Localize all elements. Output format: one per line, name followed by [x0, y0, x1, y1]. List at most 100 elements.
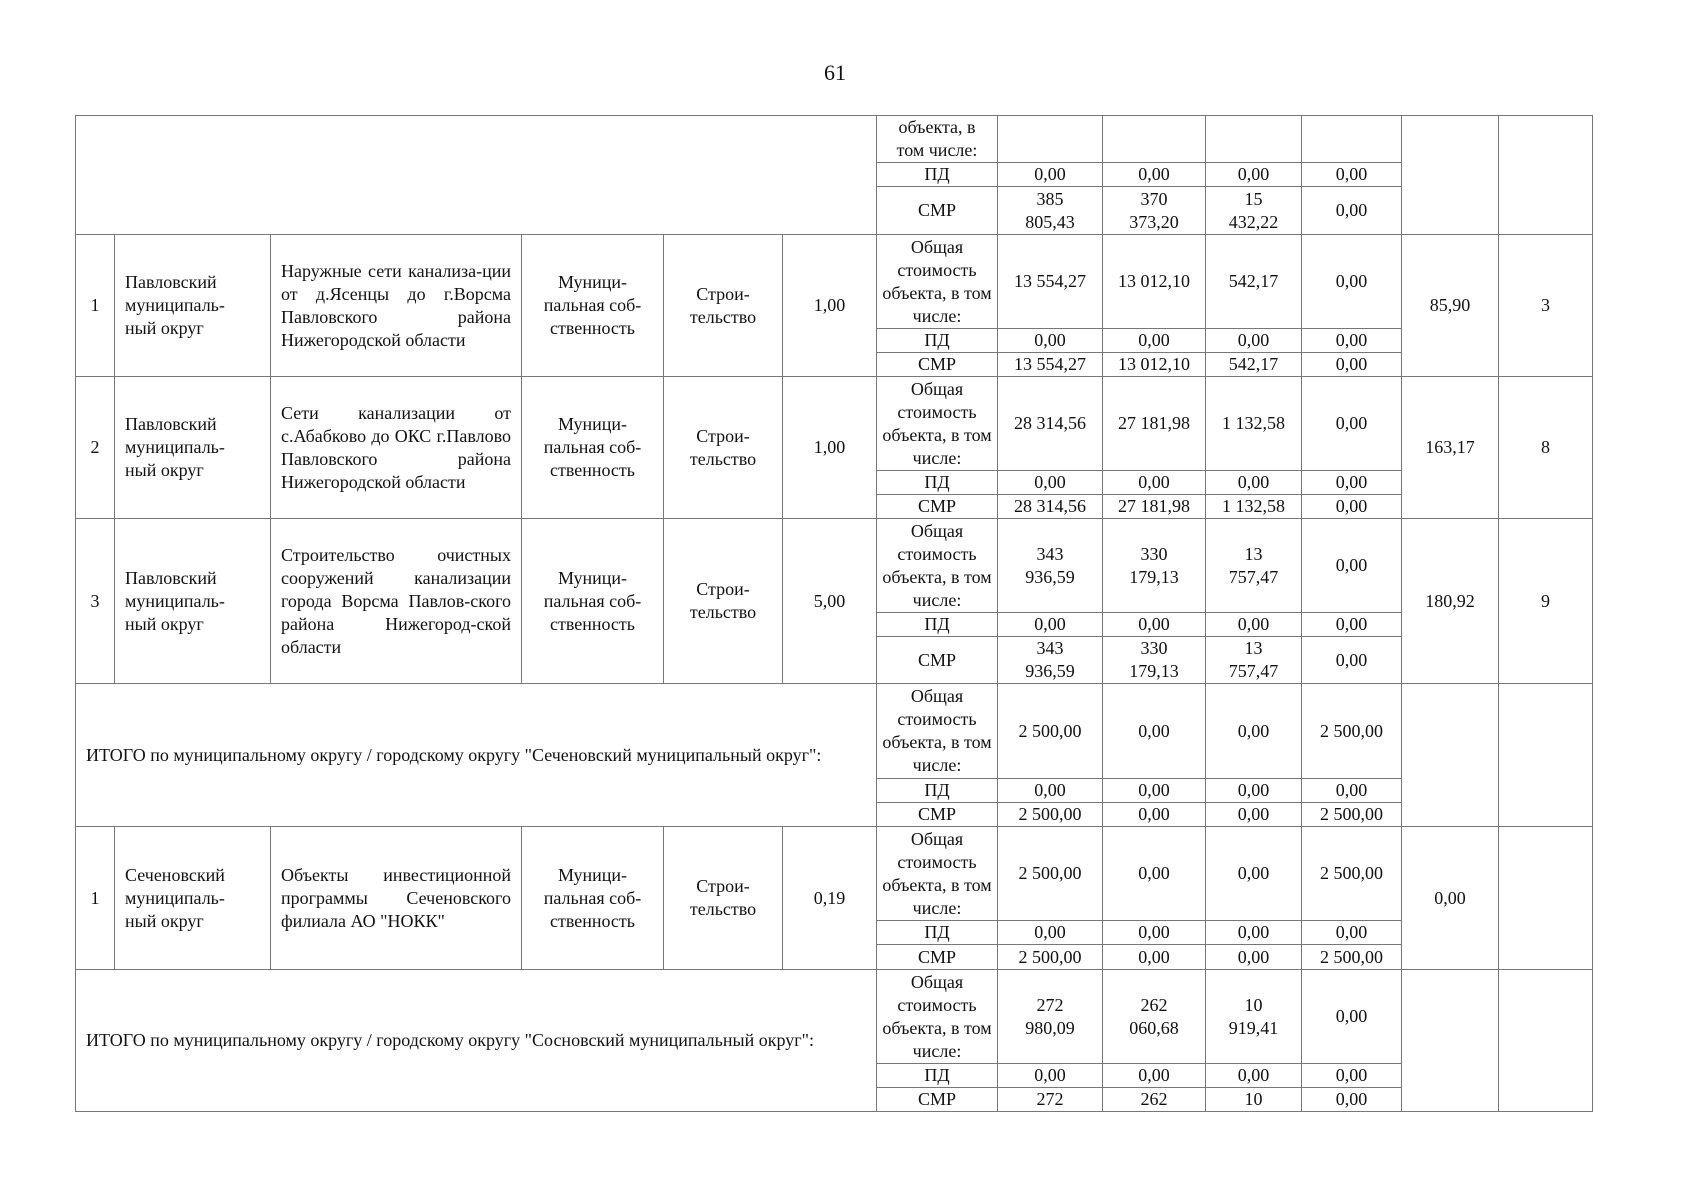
cost-value: 13 012,10 — [1102, 234, 1206, 329]
cost-value — [1205, 115, 1302, 163]
cost-value: 28 314,56 — [997, 494, 1103, 519]
cost-value: 0,00 — [1205, 612, 1302, 637]
jobs-cell — [1498, 115, 1593, 235]
cost-value: 0,00 — [1301, 920, 1402, 945]
cost-value: 0,00 — [1301, 352, 1402, 377]
object-row: 1 Сеченовский муниципаль- ный округ Объект… — [75, 826, 1593, 970]
length-cell: 0,00 — [1401, 826, 1499, 970]
cost-type-label: СМР — [876, 1087, 998, 1112]
jobs-cell: 3 — [1498, 234, 1593, 377]
capacity-value: 0,19 — [782, 826, 877, 970]
object-row: 3 Павловский муниципаль- ный округ Строите… — [75, 518, 1593, 684]
total-label: ИТОГО по муниципальному округу / городск… — [75, 683, 877, 827]
cost-value: 272 980,09 — [997, 969, 1103, 1064]
cost-value: 0,00 — [1205, 802, 1302, 827]
object-name: Наружные сети канализа-ции от д.Ясенцы д… — [270, 234, 522, 377]
object-name: Строительство очистных сооружений канали… — [270, 518, 522, 684]
cost-type-label: ПД — [876, 612, 998, 637]
cost-value: 0,00 — [1301, 328, 1402, 353]
cost-value: 1 132,58 — [1205, 494, 1302, 519]
cost-value: 0,00 — [1102, 920, 1206, 945]
cost-value: 0,00 — [1301, 636, 1402, 684]
cost-value: 1 132,58 — [1205, 376, 1302, 471]
cost-value: 0,00 — [1102, 470, 1206, 495]
object-row: 2 Павловский муниципаль- ный округ Сети ка… — [75, 376, 1593, 519]
cost-value: 262 060,68 — [1102, 969, 1206, 1064]
cost-value: 0,00 — [1102, 1063, 1206, 1088]
cost-type-label: СМР — [876, 494, 998, 519]
work-type: Строи- тельство — [663, 234, 783, 377]
object-name: Объекты инвестиционной программы Сеченов… — [270, 826, 522, 970]
district-name: Павловский муниципаль- ный округ — [114, 376, 271, 519]
cost-type-label: Общая стоимость объекта, в том числе: — [876, 969, 998, 1064]
cost-value: 13 757,47 — [1205, 518, 1302, 613]
row-number: 1 — [75, 234, 115, 377]
cost-type-label: ПД — [876, 328, 998, 353]
cost-value — [1102, 115, 1206, 163]
cost-value: 272 — [997, 1087, 1103, 1112]
cost-value: 27 181,98 — [1102, 494, 1206, 519]
cost-value: 343 936,59 — [997, 518, 1103, 613]
cost-value: 0,00 — [997, 470, 1103, 495]
object-row: ПД 0,00 0,00 0,00 0,00 — [76, 470, 1593, 495]
cost-value: 0,00 — [1205, 162, 1302, 187]
cost-value: 0,00 — [1301, 186, 1402, 235]
investment-objects-table: объекта, в том числе: ПД 0,00 0,00 0,00 0,00 С… — [75, 115, 1593, 1112]
continued-blank-cell — [75, 115, 877, 235]
cost-value: 0,00 — [1205, 328, 1302, 353]
page-number: 61 — [824, 60, 846, 85]
cost-value: 0,00 — [997, 778, 1103, 803]
district-name: Павловский муниципаль- ный округ — [114, 518, 271, 684]
cost-value: 0,00 — [1205, 826, 1302, 921]
cost-type-label: ПД — [876, 162, 998, 187]
cost-value: 0,00 — [997, 162, 1103, 187]
cost-value — [1301, 115, 1402, 163]
cost-value: 2 500,00 — [1301, 944, 1402, 970]
cost-value: 13 012,10 — [1102, 352, 1206, 377]
table-row: объекта, в том числе: — [75, 115, 1593, 235]
cost-value: 0,00 — [1301, 162, 1402, 187]
cost-type-label: ПД — [876, 778, 998, 803]
cost-value: 542,17 — [1205, 234, 1302, 329]
cost-value: 0,00 — [1301, 376, 1402, 471]
cost-value — [997, 115, 1103, 163]
cost-value: 27 181,98 — [1102, 376, 1206, 471]
cost-value: 15 432,22 — [1205, 186, 1302, 235]
jobs-cell — [1498, 683, 1593, 827]
cost-type-label: Общая стоимость объекта, в том числе: — [876, 826, 998, 921]
object-row: СМР 343 936,59 330 179,13 13 757,47 0,00 — [76, 636, 1593, 684]
cost-value: 262 — [1102, 1087, 1206, 1112]
cost-value: 0,00 — [1205, 944, 1302, 970]
cost-type-label: СМР — [876, 944, 998, 970]
cost-type-label: СМР — [876, 802, 998, 827]
cost-type-label: ПД — [876, 470, 998, 495]
object-name: Сети канализации от с.Абабково до ОКС г.… — [270, 376, 522, 519]
total-row: ПД 0,00 0,00 0,00 0,00 — [76, 1063, 1593, 1088]
total-row: СМР 272 262 10 0,00 — [76, 1087, 1593, 1112]
cost-value: 0,00 — [1205, 778, 1302, 803]
capacity-value: 1,00 — [782, 376, 877, 519]
object-row: СМР 2 500,00 0,00 0,00 2 500,00 — [76, 944, 1593, 970]
cost-value: 2 500,00 — [1301, 826, 1402, 921]
length-cell — [1401, 115, 1499, 235]
ownership-type: Муници- пальная соб- ственность — [521, 376, 664, 519]
cost-value: 13 554,27 — [997, 234, 1103, 329]
length-cell: 85,90 — [1401, 234, 1499, 377]
cost-value: 10 919,41 — [1205, 969, 1302, 1064]
cost-value: 0,00 — [997, 328, 1103, 353]
cost-value: 0,00 — [1102, 612, 1206, 637]
cost-type-label: СМР — [876, 352, 998, 377]
jobs-cell — [1498, 969, 1593, 1112]
cost-type-label: СМР — [876, 636, 998, 684]
cost-value: 0,00 — [1301, 518, 1402, 613]
cost-type-label: ПД — [876, 1063, 998, 1088]
ownership-type: Муници- пальная соб- ственность — [521, 826, 664, 970]
object-row: СМР 28 314,56 27 181,98 1 132,58 0,00 — [76, 494, 1593, 519]
cost-value: 0,00 — [1301, 234, 1402, 329]
work-type: Строи- тельство — [663, 376, 783, 519]
cost-value: 0,00 — [1301, 969, 1402, 1064]
table-row: СМР 385 805,43 370 373,20 15 432,22 0,00 — [76, 186, 1593, 235]
length-cell — [1401, 683, 1499, 827]
cost-value: 0,00 — [1301, 1087, 1402, 1112]
cost-type-label: объекта, в том числе: — [876, 115, 998, 163]
